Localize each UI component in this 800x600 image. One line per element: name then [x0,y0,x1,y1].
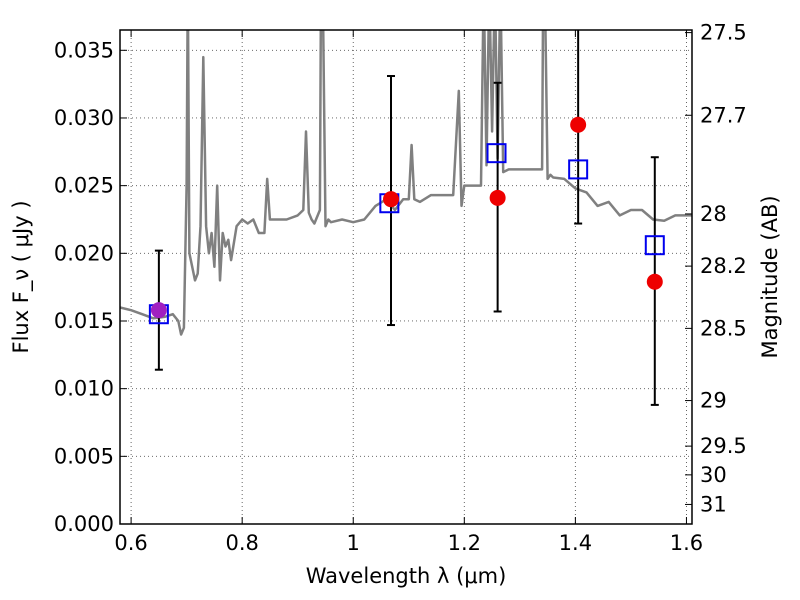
x-tick-label: 1 [347,531,360,555]
magnitude-axis-label: Magnitude (AB) [758,195,782,358]
x-axis: 0.6 0.8 1 1.2 1.4 1.6 [114,30,703,555]
y-tick-label: 0.000 [54,512,114,536]
y-tick-label: 0.015 [54,309,114,333]
y-tick-label: 0.030 [54,106,114,130]
magnitude-tick-label: 31 [700,492,727,516]
y-tick-label: 0.010 [54,377,114,401]
plot-background [120,30,692,524]
y-axis-label: Flux F_ν ( μJy ) [9,200,34,353]
magnitude-axis: 27.5 27.7 28 28.2 28.5 29 29.5 30 31 [685,21,747,516]
x-tick-label: 0.8 [225,531,258,555]
data-markers [148,116,665,325]
y-tick-label: 0.025 [54,174,114,198]
magnitude-tick-label: 29.5 [700,434,747,458]
magnitude-tick-label: 30 [700,463,727,487]
x-tick-label: 1.6 [670,531,703,555]
observed-flux-marker [646,273,663,290]
magnitude-tick-label: 27.5 [700,21,747,45]
x-axis-label: Wavelength λ (μm) [306,564,507,588]
magnitude-tick-label: 28 [700,202,727,226]
model-square-marker [644,235,665,256]
plot-area [120,30,692,336]
x-tick-label: 1.2 [448,531,481,555]
spectrum-line [120,30,692,336]
magnitude-tick-label: 29 [700,389,727,413]
y-tick-label: 0.020 [54,241,114,265]
x-tick-label: 1.4 [559,531,592,555]
magnitude-tick-label: 27.7 [700,103,747,127]
y-axis: 0.000 0.005 0.010 0.015 0.020 0.025 0.030 0.035 [54,38,127,536]
observed-flux-marker [150,302,167,319]
observed-flux-marker [570,116,587,133]
model-square-marker [486,143,507,164]
plot-frame [119,29,693,525]
y-tick-label: 0.035 [54,38,114,62]
x-tick-label: 0.6 [114,531,147,555]
observed-flux-marker [383,191,400,208]
magnitude-tick-label: 28.5 [700,316,747,340]
magnitude-tick-label: 28.2 [700,254,747,278]
model-square-marker [568,159,589,180]
y-tick-label: 0.005 [54,444,114,468]
observed-flux-marker [489,189,506,206]
